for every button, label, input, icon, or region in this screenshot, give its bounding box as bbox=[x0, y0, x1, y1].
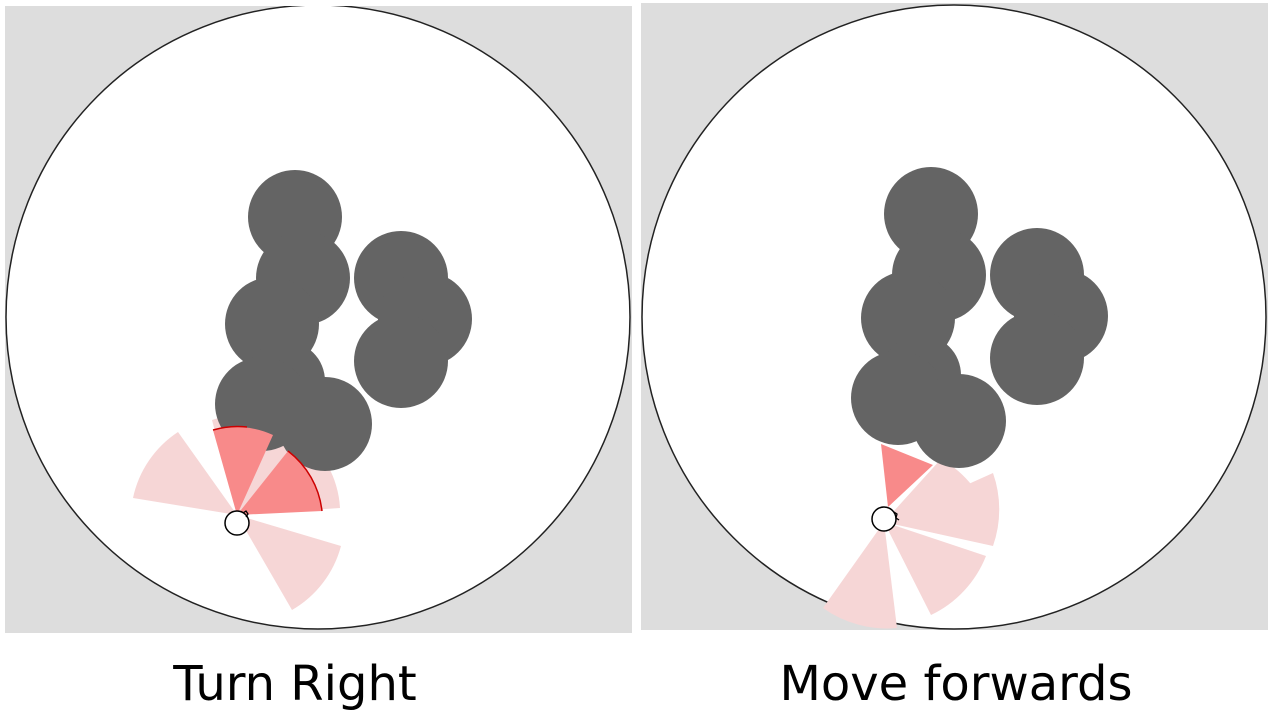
caption-turn-right: Turn Right bbox=[173, 656, 417, 712]
sensor-sector-active bbox=[881, 444, 933, 507]
agent-heading-marker bbox=[893, 511, 900, 521]
panel-move-forwards bbox=[641, 3, 1268, 630]
sensor-sector bbox=[884, 459, 991, 523]
obstacle bbox=[354, 314, 448, 408]
sensor-sector-active bbox=[237, 451, 322, 515]
agent bbox=[871, 506, 897, 532]
sensor-contact-edge bbox=[212, 425, 248, 431]
sensor-sector bbox=[133, 432, 237, 515]
obstacle-cluster bbox=[851, 167, 1108, 468]
sensor-contact-edge bbox=[287, 450, 323, 512]
sensor-sector bbox=[823, 522, 897, 629]
arena-view-right bbox=[641, 3, 1268, 630]
sensor-sector-active bbox=[213, 426, 273, 515]
obstacle bbox=[912, 374, 1006, 468]
agent-heading-marker bbox=[242, 510, 249, 518]
obstacle bbox=[278, 377, 372, 471]
caption-move-forwards: Move forwards bbox=[779, 656, 1133, 712]
panel-turn-right bbox=[5, 6, 632, 633]
arena-view-left bbox=[5, 6, 632, 633]
obstacle bbox=[990, 311, 1084, 405]
agent bbox=[224, 510, 250, 536]
sensor-sector bbox=[884, 522, 986, 615]
sensor-sector bbox=[237, 515, 341, 610]
